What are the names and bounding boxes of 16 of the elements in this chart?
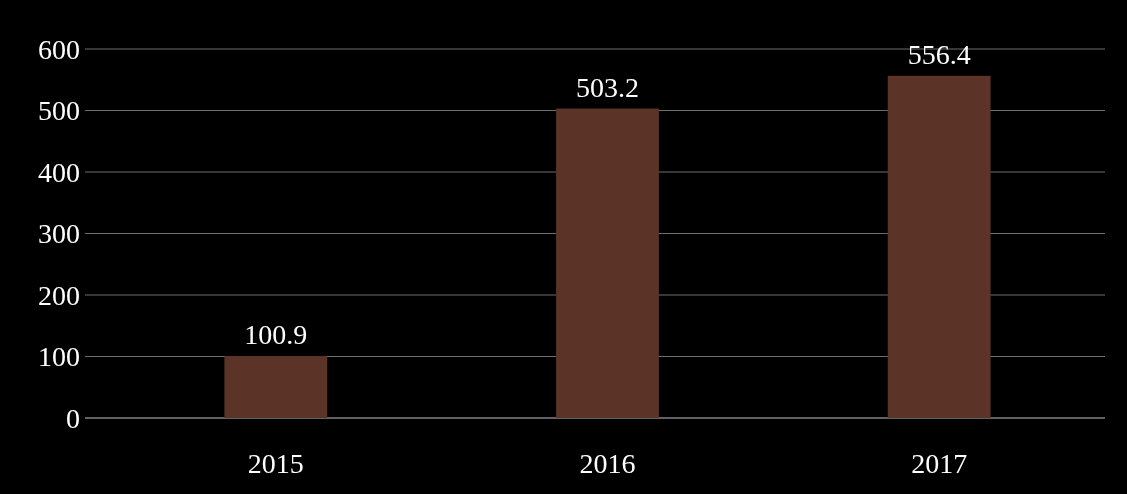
y-tick-label: 300 <box>38 218 80 250</box>
bar <box>887 75 991 418</box>
data-label: 503.2 <box>576 71 639 103</box>
data-label: 100.9 <box>244 318 308 350</box>
y-tick-label: 100 <box>38 341 80 373</box>
y-tick-label: 500 <box>38 95 80 127</box>
x-tick-label: 2016 <box>579 448 636 479</box>
y-tick-label: 200 <box>38 279 80 311</box>
y-tick-label: 400 <box>38 156 80 188</box>
x-tick-label: 2015 <box>247 448 304 479</box>
bar <box>556 108 659 418</box>
bar <box>224 355 328 418</box>
data-label: 556.4 <box>907 38 971 70</box>
y-tick-label: 600 <box>38 33 80 65</box>
y-tick-label: 0 <box>66 402 80 434</box>
x-tick-label: 2017 <box>911 448 968 479</box>
